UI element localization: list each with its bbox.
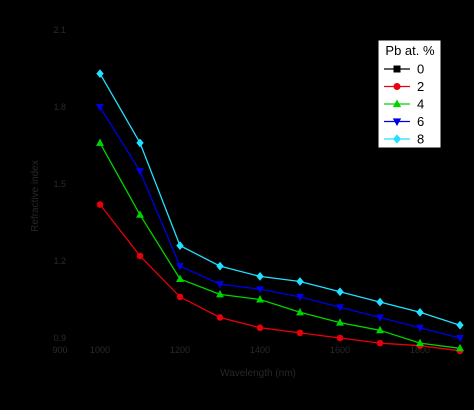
data-point	[416, 338, 424, 347]
y-axis-title: Refractive index	[30, 160, 41, 232]
data-point	[376, 314, 384, 322]
data-point	[96, 201, 104, 208]
x-tick-label: 1800	[410, 345, 430, 355]
data-point	[376, 325, 384, 334]
legend-item: 8	[384, 132, 424, 147]
legend-item: 4	[384, 97, 424, 112]
data-point	[96, 104, 104, 112]
series-line	[99, 106, 461, 339]
series-line	[99, 204, 461, 352]
legend-label: 4	[417, 97, 424, 112]
data-point	[136, 210, 144, 218]
data-point	[336, 287, 344, 297]
series-4	[96, 138, 464, 352]
legend-item: 0	[384, 62, 424, 77]
legend-marker	[392, 99, 402, 108]
x-tick-label: 900	[52, 345, 67, 355]
series-2	[96, 201, 464, 355]
data-point	[296, 277, 304, 286]
y-tick-label: 1.5	[53, 179, 66, 189]
data-point	[336, 318, 344, 326]
data-point	[256, 272, 264, 281]
y-tick-label: 2.1	[53, 25, 66, 35]
x-axis-title: Wavelength (nm)	[220, 368, 296, 379]
series-line	[99, 142, 461, 349]
data-point	[176, 274, 184, 282]
data-point	[96, 138, 104, 146]
data-point	[336, 304, 344, 312]
series-line	[99, 73, 461, 326]
legend-marker	[393, 134, 401, 144]
data-point	[136, 252, 144, 260]
data-point	[416, 324, 424, 333]
legend-marker	[393, 65, 401, 73]
data-point	[376, 297, 384, 307]
legend-label: 6	[417, 114, 424, 129]
data-point	[336, 334, 344, 342]
x-tick-label: 1000	[90, 345, 110, 355]
data-point	[296, 329, 304, 337]
series-8	[96, 69, 464, 330]
data-point	[296, 307, 304, 316]
legend-item: 6	[384, 114, 424, 129]
legend-marker	[392, 118, 402, 127]
data-point	[216, 314, 224, 321]
data-point	[216, 261, 224, 271]
data-point	[216, 281, 224, 289]
data-point	[376, 339, 384, 347]
data-point	[416, 307, 424, 317]
data-point	[456, 320, 464, 330]
data-point	[176, 293, 184, 301]
data-point	[256, 295, 264, 303]
legend-items: 0 2 4 6 8	[384, 62, 424, 147]
data-point	[96, 69, 104, 78]
data-point	[456, 343, 464, 352]
legend-label: 8	[417, 132, 424, 147]
x-tick-label: 1200	[170, 345, 190, 355]
series-6	[96, 104, 464, 343]
legend-label: 0	[417, 62, 424, 77]
legend: Pb at. % 0 2 4 6 8	[377, 39, 442, 149]
legend-marker	[393, 83, 401, 91]
y-tick-label: 1.8	[53, 102, 66, 112]
data-point	[176, 241, 184, 250]
y-tick-label: 1.2	[53, 256, 66, 266]
legend-title: Pb at. %	[385, 43, 435, 58]
legend-box	[377, 39, 442, 149]
data-point	[216, 289, 224, 298]
x-tick-label: 1400	[250, 345, 270, 355]
series-layer	[96, 69, 464, 355]
x-tick-label: 1600	[330, 345, 350, 355]
data-point	[136, 138, 144, 148]
data-point	[256, 286, 264, 294]
y-tick-label: 0.9	[53, 333, 66, 343]
data-point	[256, 324, 264, 332]
legend-label: 2	[417, 79, 424, 94]
data-point	[296, 293, 304, 302]
axes: 0.9 1.2 1.5 1.8 2.1 900 1000 1200 1400 1600 1800	[52, 25, 430, 355]
legend-item: 2	[384, 79, 424, 94]
data-point	[176, 263, 184, 271]
data-point	[136, 168, 144, 176]
data-point	[456, 334, 464, 343]
